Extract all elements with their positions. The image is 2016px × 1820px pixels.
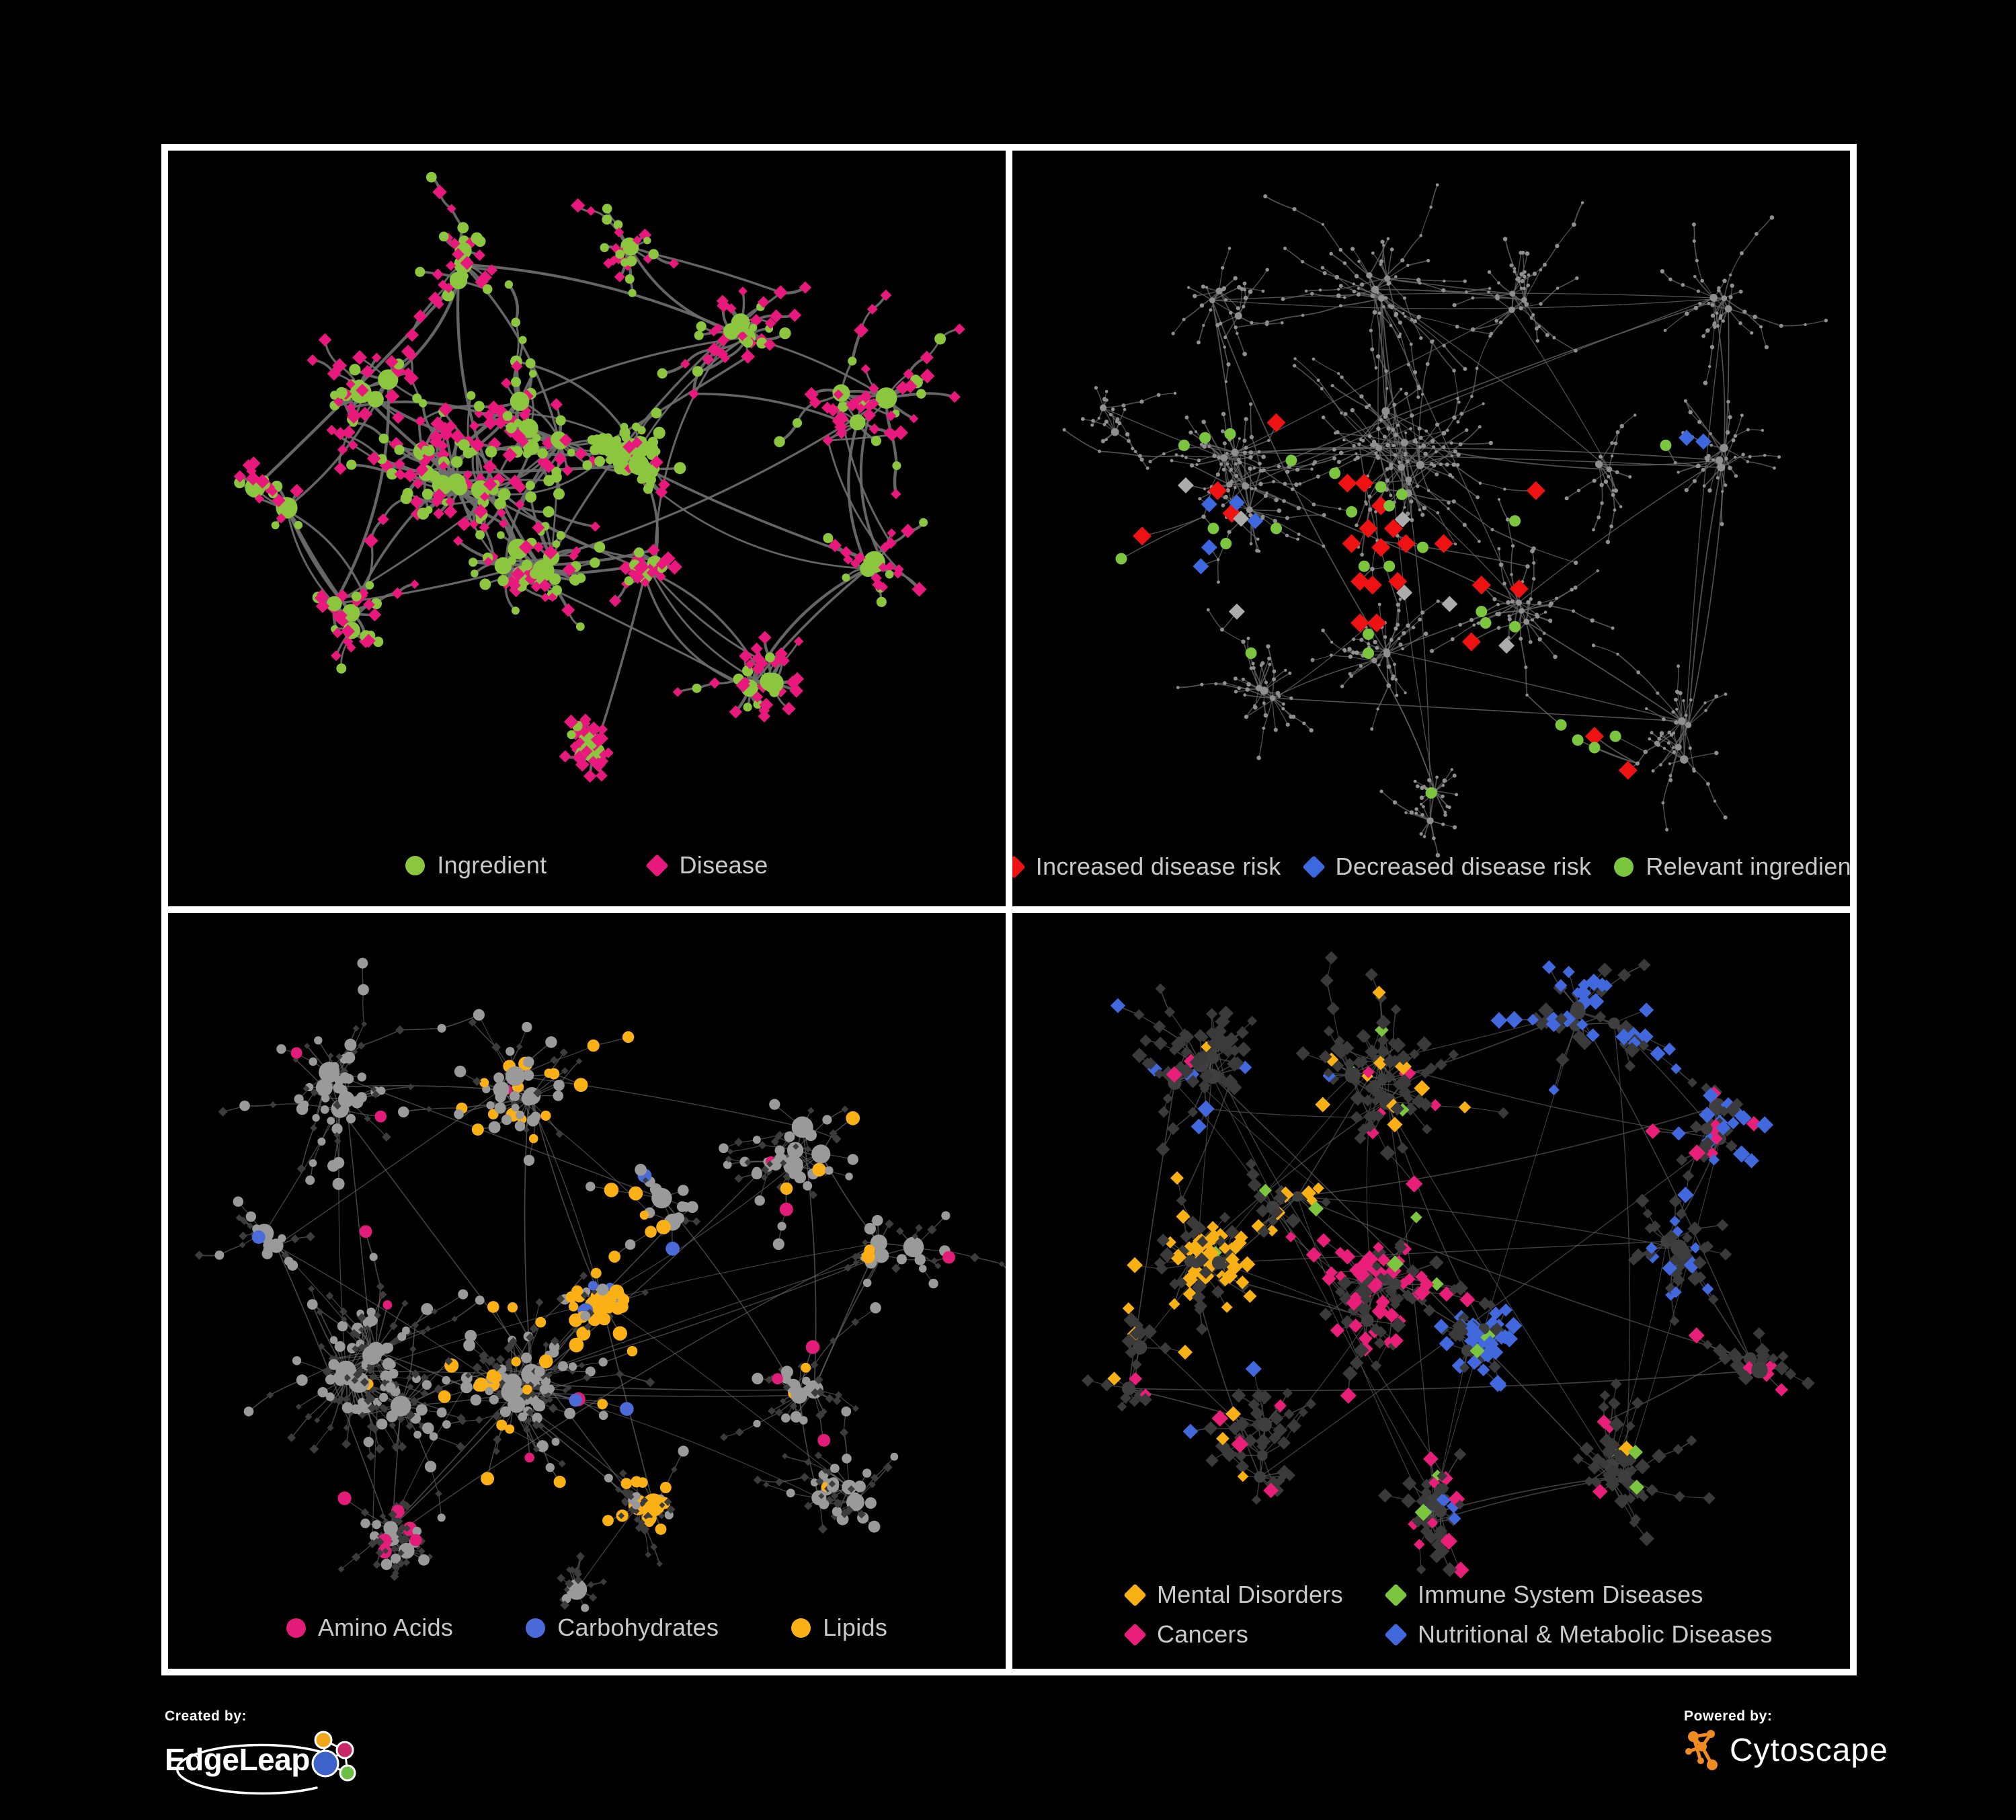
legend-label: Ingredient [437, 851, 547, 879]
decreased-risk-swatch-icon [1301, 855, 1326, 879]
legend-label: Immune System Diseases [1418, 1581, 1703, 1608]
legend-item: Lipids [791, 1614, 887, 1642]
created-by-block: Created by: EdgeLeap [165, 1708, 361, 1795]
mental-disorders-swatch-icon [1123, 1583, 1147, 1607]
panel-ingredient-disease: Ingredient Disease [168, 151, 1006, 906]
cancers-swatch-icon [1123, 1622, 1147, 1647]
legend-nutrient-classes: Amino Acids Carbohydrates Lipids [168, 1614, 1006, 1642]
disease-categories-network [1082, 951, 1815, 1579]
legend-label: Disease [679, 851, 768, 879]
panel-disease-risk: Increased disease risk Decreased disease… [1012, 151, 1850, 906]
panel-nutrient-classes: Amino Acids Carbohydrates Lipids [168, 913, 1006, 1669]
legend-label: Amino Acids [317, 1614, 454, 1641]
legend-label: Cancers [1157, 1620, 1249, 1648]
legend-item: Carbohydrates [526, 1614, 719, 1642]
amino-acids-swatch-icon [286, 1618, 306, 1638]
legend-disease-categories: Mental Disorders Immune System Diseases … [1123, 1581, 1773, 1649]
legend-label: Carbohydrates [557, 1614, 719, 1641]
lipids-swatch-icon [791, 1618, 811, 1638]
legend-label: Decreased disease risk [1335, 853, 1592, 880]
cytoscape-lockup: Cytoscape [1684, 1729, 1888, 1772]
ingredient-disease-network [233, 171, 965, 783]
edgeleap-wordmark: EdgeLeap [165, 1742, 310, 1777]
legend-item: Immune System Diseases [1384, 1581, 1773, 1609]
panels-grid: Ingredient Disease Increased disease ris… [161, 144, 1857, 1675]
legend-item: Cancers [1123, 1620, 1386, 1649]
immune-diseases-swatch-icon [1384, 1583, 1408, 1607]
legend-label: Lipids [823, 1614, 888, 1641]
legend-item: Amino Acids [286, 1614, 453, 1642]
legend-item: Decreased disease risk [1301, 853, 1592, 881]
cytoscape-logo-icon [1685, 1730, 1718, 1770]
cytoscape-wordmark: Cytoscape [1730, 1732, 1888, 1768]
nutrient-classes-network [194, 957, 1006, 1612]
edgeleap-swoosh-icon [175, 1743, 321, 1795]
legend-item: Ingredient [405, 851, 547, 879]
legend-item: Mental Disorders [1123, 1581, 1386, 1609]
legend-item: Nutritional & Metabolic Diseases [1384, 1620, 1773, 1649]
powered-by-block: Powered by: Cytoscape [1684, 1708, 1888, 1772]
powered-by-label: Powered by: [1684, 1708, 1773, 1724]
disease-risk-network [1062, 183, 1828, 858]
ingredient-swatch-icon [405, 855, 426, 875]
legend-item: Relevant ingredient [1614, 853, 1850, 881]
edgeleap-lockup: EdgeLeap [165, 1729, 361, 1795]
legend-disease-risk: Increased disease risk Decreased disease… [1012, 853, 1850, 881]
created-by-label: Created by: [165, 1708, 247, 1724]
legend-label: Mental Disorders [1157, 1581, 1343, 1608]
legend-item: Increased disease risk [1012, 853, 1281, 881]
panel-disease-categories: Mental Disorders Immune System Diseases … [1012, 913, 1850, 1669]
increased-risk-swatch-icon [1012, 855, 1026, 879]
relevant-ingredient-swatch-icon [1614, 857, 1634, 877]
disease-swatch-icon [645, 853, 670, 877]
legend-item: Disease [645, 851, 768, 879]
legend-label: Relevant ingredient [1646, 853, 1850, 880]
carbohydrates-swatch-icon [526, 1618, 546, 1638]
legend-ingredient-disease: Ingredient Disease [168, 851, 1006, 879]
legend-label: Nutritional & Metabolic Diseases [1418, 1620, 1773, 1648]
legend-label: Increased disease risk [1035, 853, 1281, 880]
edgeleap-logo-icon [311, 1731, 356, 1782]
nutritional-metabolic-swatch-icon [1384, 1622, 1408, 1647]
